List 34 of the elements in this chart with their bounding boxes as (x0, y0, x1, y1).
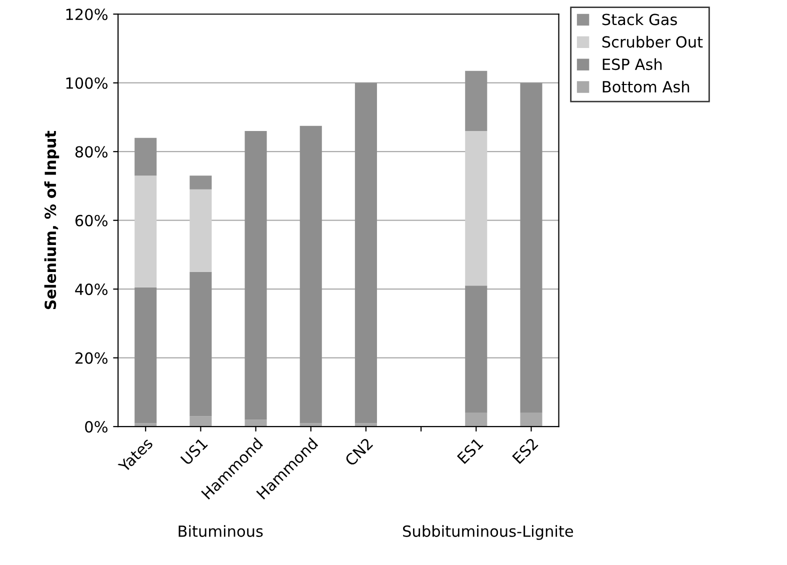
bar (354, 82, 377, 424)
y-tick-label: 20% (75, 352, 108, 364)
bar (465, 70, 488, 131)
y-axis-title: Selenium, % of Input (44, 130, 60, 310)
legend-label: Scrubber Out (602, 36, 703, 48)
y-tick-label: 40% (75, 284, 108, 296)
bar (465, 130, 488, 286)
bar (190, 189, 212, 272)
x-tick-label: ES1 (456, 437, 484, 464)
text: Subbituminous-Lignite (403, 525, 574, 540)
bar (190, 272, 212, 416)
bar (134, 287, 157, 424)
bar (134, 138, 157, 176)
bar (465, 286, 488, 413)
x-tick-label: ES2 (512, 438, 539, 464)
legend-label: Bottom Ash (602, 80, 690, 93)
legend-label: Stack Gas (602, 13, 677, 26)
bar (244, 130, 267, 420)
x-tick-label: CN2 (344, 438, 374, 467)
bar (520, 412, 542, 427)
y-tick-label: 100% (66, 77, 108, 89)
y-tick-label: 80% (75, 146, 108, 158)
y-tick-label: 120% (66, 8, 108, 20)
bar (244, 420, 267, 427)
bar (520, 82, 542, 413)
y-tick-label: 0% (85, 421, 108, 433)
bar (190, 416, 212, 427)
legend-label: ESP Ash (602, 58, 662, 70)
bar (134, 176, 157, 288)
y-tick-label: 60% (75, 214, 108, 226)
bar (300, 126, 322, 424)
bar (190, 176, 212, 190)
bar (465, 412, 488, 427)
text: Bituminous (178, 525, 263, 537)
